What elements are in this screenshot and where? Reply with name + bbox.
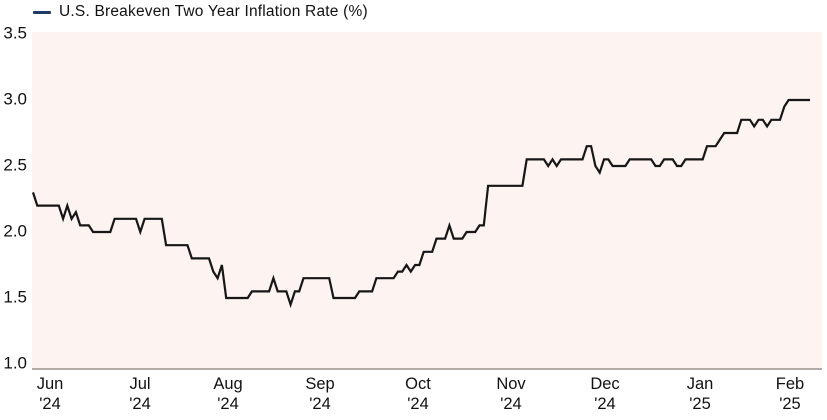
- x-tick-label: Jan '25: [687, 374, 714, 414]
- x-tick-year: '24: [500, 395, 522, 413]
- x-tick-label: Feb '25: [776, 374, 804, 414]
- x-tick-year: '25: [779, 395, 801, 413]
- x-tick-year: '25: [689, 395, 711, 413]
- x-tick-month: Jul: [129, 375, 151, 393]
- x-tick-month: Oct: [405, 375, 431, 393]
- y-tick-label: 1.5: [3, 287, 27, 307]
- x-tick-year: '24: [594, 395, 616, 413]
- x-tick-year: '24: [217, 395, 239, 413]
- x-tick-label: Oct '24: [405, 374, 431, 414]
- plot-area: [32, 32, 822, 370]
- x-tick-label: Aug '24: [213, 374, 242, 414]
- x-tick-label: Sep '24: [305, 374, 334, 414]
- y-tick-label: 2.5: [3, 155, 27, 175]
- x-tick-label: Dec '24: [590, 374, 619, 414]
- x-tick-label: Jul '24: [129, 374, 151, 414]
- legend-label: U.S. Breakeven Two Year Inflation Rate (…: [59, 3, 368, 20]
- y-tick-label: 2.0: [3, 221, 27, 241]
- y-tick-label: 3.5: [3, 23, 27, 43]
- inflation-rate-line: [32, 98, 810, 309]
- line-series: [32, 98, 810, 309]
- x-tick-month: Jun: [36, 375, 64, 393]
- x-tick-year: '24: [407, 395, 429, 413]
- x-tick-month: Jan: [686, 375, 714, 393]
- x-tick-month: Aug: [213, 375, 243, 393]
- x-tick-month: Sep: [305, 375, 335, 393]
- x-tick-year: '24: [39, 395, 61, 413]
- x-tick-month: Nov: [496, 375, 526, 393]
- x-tick-year: '24: [129, 395, 151, 413]
- x-tick-label: Jun '24: [37, 374, 64, 414]
- x-tick-year: '24: [309, 395, 331, 413]
- y-tick-label: 3.0: [3, 89, 27, 109]
- x-tick-month: Dec: [590, 375, 620, 393]
- x-tick-label: Nov '24: [496, 374, 525, 414]
- legend: U.S. Breakeven Two Year Inflation Rate (…: [33, 3, 368, 21]
- x-tick-month: Feb: [775, 375, 805, 393]
- legend-line-icon: [33, 10, 51, 14]
- y-tick-label: 1.0: [3, 353, 27, 373]
